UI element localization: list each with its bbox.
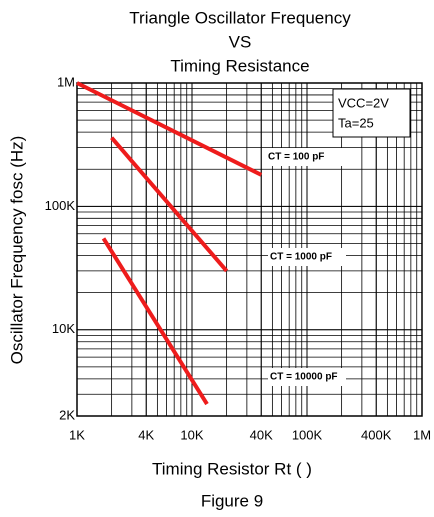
x-tick-label: 40K [250, 427, 273, 442]
x-tick-label: 4K [138, 427, 154, 442]
x-tick-label: 400K [361, 427, 392, 442]
chart-title: VS [229, 32, 252, 51]
y-tick-label: 2K [59, 407, 75, 422]
chart-title: Triangle Oscillator Frequency [129, 8, 351, 27]
x-axis-label: Timing Resistor Rt ( ) [152, 459, 312, 478]
series-line [101, 237, 209, 406]
series-label: CT = 10000 pF [270, 372, 338, 383]
annotation: Ta=25 [338, 115, 374, 130]
caption: Figure 9 [201, 491, 263, 510]
x-tick-label: 1M [413, 427, 431, 442]
annotation: VCC=2V [338, 95, 389, 110]
series-label: CT = 100 pF [268, 152, 324, 163]
label-bg [268, 248, 346, 266]
series-line [110, 136, 229, 273]
series-line [76, 81, 263, 177]
label-bg [268, 368, 346, 386]
x-tick-label: 100K [292, 427, 323, 442]
chart-title: Timing Resistance [170, 56, 309, 75]
series-label: CT = 1000 pF [270, 252, 332, 263]
x-tick-label: 10K [180, 427, 203, 442]
plot-frame [76, 82, 423, 417]
y-tick-label: 100K [45, 198, 76, 213]
label-bg [266, 148, 344, 166]
y-tick-label: 10K [52, 321, 75, 336]
y-axis-label: Oscillator Frequency fosc (Hz) [7, 136, 26, 365]
y-tick-label: 1M [57, 74, 75, 89]
x-tick-label: 1K [69, 427, 85, 442]
annotation-box [332, 88, 411, 138]
